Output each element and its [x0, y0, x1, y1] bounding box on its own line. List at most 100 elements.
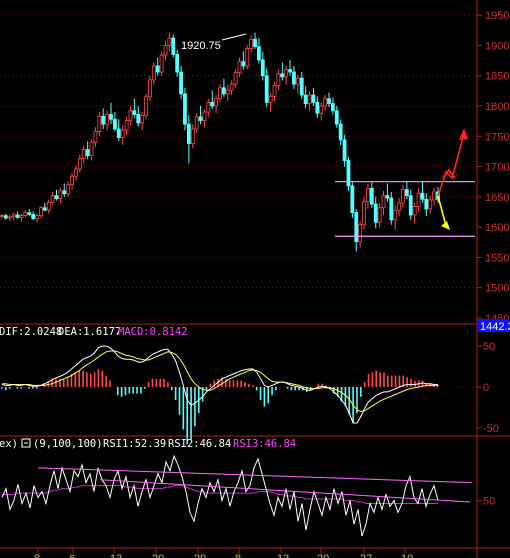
- candle-body: [128, 110, 133, 121]
- candle-body: [218, 87, 222, 100]
- rsi-legend: ex) (9,100,100) RSI1:52.39 RSI2:46.84 RS…: [0, 438, 296, 450]
- candle-body: [420, 192, 425, 200]
- candle-body: [350, 185, 355, 213]
- candle-body: [319, 105, 324, 114]
- candle-body: [120, 129, 125, 138]
- x-tick-label: 20: [317, 553, 329, 558]
- price-axis: 1950 1900 1850 1800 1750 1700 1650 1600 1550 1500…: [0, 10, 509, 325]
- price-tick-label: 1700: [485, 162, 509, 174]
- current-price-box: 1442.3: [477, 319, 510, 333]
- candle-body: [249, 38, 254, 49]
- price-tick-label: 1600: [485, 222, 509, 234]
- candle-body: [42, 207, 47, 211]
- candle-body: [221, 87, 226, 95]
- candle-body: [35, 215, 39, 220]
- candle-body: [39, 207, 43, 217]
- candle-body: [334, 110, 339, 125]
- candle-body: [299, 77, 304, 96]
- macd-tick-label: 50: [483, 341, 495, 353]
- x-tick-label: 20: [152, 553, 164, 558]
- arrow-mark-icon: [442, 168, 456, 179]
- macd-lines: [1, 345, 438, 424]
- candle-body: [58, 190, 63, 200]
- price-tick-label: 1850: [485, 71, 509, 83]
- dif-line: [1, 345, 438, 424]
- x-tick-label: 29: [194, 553, 206, 558]
- candle-body: [132, 110, 137, 115]
- candle-body: [362, 201, 366, 226]
- price-tick-label: 1550: [485, 252, 509, 264]
- candle-body: [194, 116, 199, 130]
- dea-line: [2, 350, 438, 413]
- candle-body: [0, 215, 4, 218]
- candle-body: [408, 195, 413, 216]
- candle-body: [109, 114, 113, 120]
- candle-body: [140, 115, 145, 124]
- candle-body: [237, 61, 242, 74]
- rsi-params-label: (9,100,100): [33, 438, 103, 450]
- candle-body: [373, 203, 378, 223]
- candle-body: [389, 197, 394, 221]
- candle-body: [70, 175, 74, 186]
- candle-body: [171, 37, 176, 55]
- candle-body: [163, 44, 168, 56]
- candle-body: [264, 75, 269, 103]
- price-tick-label: 1500: [485, 283, 509, 295]
- breakout-arrows: [437, 128, 468, 230]
- arrow-down-head-icon: [441, 221, 450, 230]
- candle-body: [190, 128, 195, 144]
- candle-body: [186, 123, 191, 144]
- candle-body: [105, 114, 110, 125]
- candle-body: [19, 215, 24, 218]
- breakdown-down-arrow: [437, 195, 447, 227]
- candle-body: [15, 214, 20, 218]
- macd-axis: 50 0 -50: [0, 341, 499, 435]
- candle-body: [214, 98, 219, 107]
- macd-dif-label: DIF:2.0248: [0, 326, 62, 338]
- candle-body: [31, 214, 36, 220]
- candle-body: [159, 54, 164, 73]
- rsi-tick-label: 50: [483, 495, 495, 507]
- candle-body: [315, 101, 320, 114]
- candle-body: [77, 158, 82, 170]
- candle-body: [233, 72, 238, 85]
- peak-value-label: 1920.75: [181, 40, 221, 52]
- collapse-icon[interactable]: [21, 438, 31, 448]
- candle-body: [155, 65, 160, 73]
- x-tick-label: 13: [110, 553, 122, 558]
- x-axis: 8 6 13 20 29 8 13 20 27 10: [34, 548, 413, 558]
- price-tick-label: 1900: [485, 40, 509, 52]
- candle-body: [311, 94, 316, 103]
- price-tick-label: 1950: [485, 10, 509, 22]
- candle-body: [428, 199, 433, 210]
- candle-body: [148, 79, 152, 98]
- candle-body: [183, 93, 187, 125]
- breakout-up-arrow: [437, 133, 465, 197]
- price-tick-label: 1800: [485, 101, 509, 113]
- candle-body: [404, 189, 409, 197]
- rsi2-label: RSI2:46.84: [168, 438, 231, 450]
- candle-body: [179, 71, 183, 95]
- candle-body: [432, 191, 437, 201]
- candle-body: [412, 206, 417, 216]
- price-panel: 1950 1900 1850 1800 1750 1700 1650 1600 1550 1500…: [0, 10, 509, 325]
- peak-annotation: 1920.75: [181, 33, 247, 52]
- candle-body: [323, 98, 328, 107]
- candle-body: [393, 209, 398, 221]
- candle-body: [202, 111, 207, 121]
- price-tick-label: 1650: [485, 192, 509, 204]
- candle-body: [346, 160, 351, 187]
- macd-dea-label: DEA:1.6177: [58, 326, 121, 338]
- candle-body: [101, 115, 106, 125]
- candle-body: [424, 198, 429, 210]
- candle-body: [136, 114, 141, 124]
- rsi1-line: [1, 454, 439, 537]
- candle-body: [268, 95, 273, 103]
- candle-body: [327, 98, 331, 104]
- candle-body: [198, 116, 203, 121]
- candle-body: [112, 118, 117, 130]
- candle-body: [354, 212, 359, 243]
- rsi3-label: RSI3:46.84: [233, 438, 296, 450]
